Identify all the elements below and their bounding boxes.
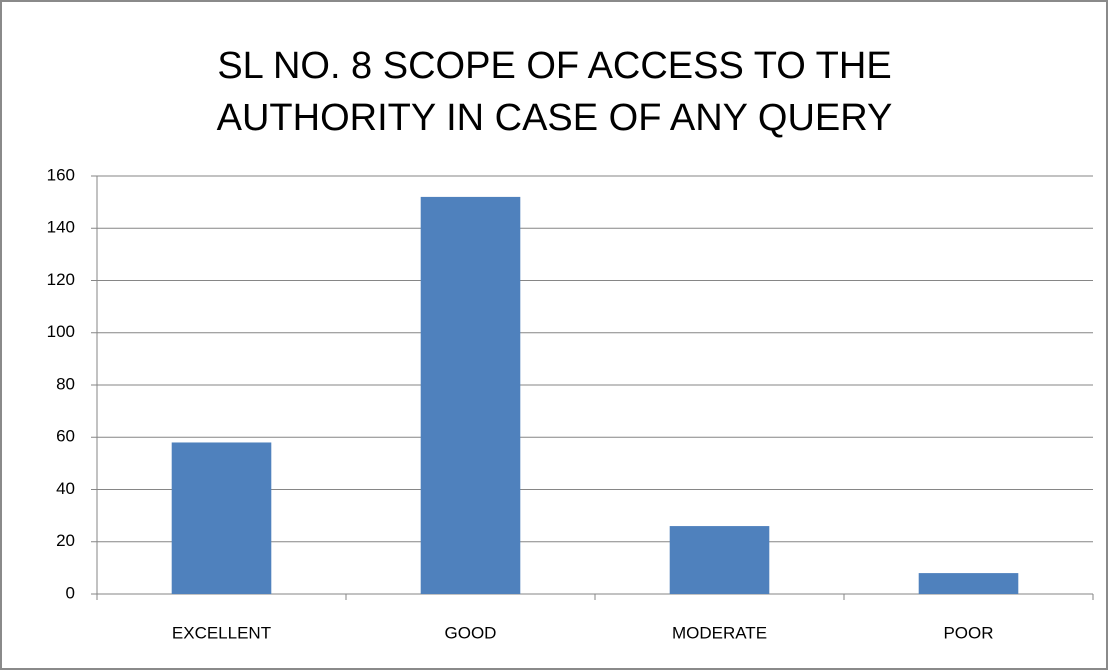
y-tick-label: 40 (56, 479, 75, 498)
bar (918, 573, 1019, 594)
x-tick-label: MODERATE (672, 623, 767, 642)
y-tick-label: 0 (66, 583, 75, 602)
y-tick-label: 140 (47, 218, 75, 237)
bar (669, 526, 770, 594)
bar (171, 442, 272, 594)
y-tick-label: 80 (56, 374, 75, 393)
chart-title: SL NO. 8 SCOPE OF ACCESS TO THE AUTHORIT… (216, 45, 893, 139)
y-tick-label: 60 (56, 427, 75, 446)
y-tick-label: 100 (47, 322, 75, 341)
y-tick-label: 120 (47, 270, 75, 289)
y-tick-label: 20 (56, 531, 75, 550)
x-tick-label: POOR (943, 623, 993, 642)
x-tick-label: GOOD (445, 623, 497, 642)
x-tick-label: EXCELLENT (172, 623, 271, 642)
bar (420, 196, 521, 594)
y-tick-label: 160 (47, 165, 75, 184)
